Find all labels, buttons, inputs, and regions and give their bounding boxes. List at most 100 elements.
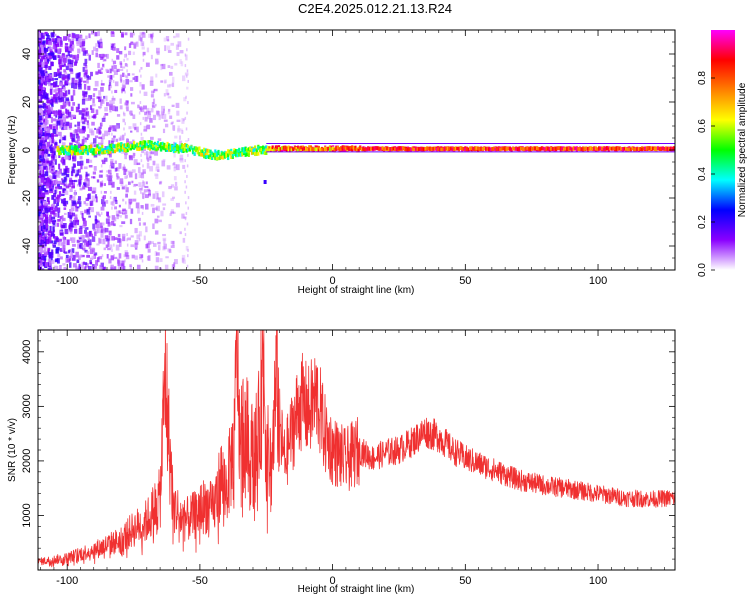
- spectrogram-noise-cell: [100, 206, 105, 211]
- spectrogram-noise-cell: [85, 107, 89, 111]
- colorbar-tick-label: 0.2: [697, 215, 708, 229]
- spectrogram-noise-cell: [65, 183, 69, 187]
- spectrogram-noise-cell: [61, 96, 65, 102]
- spectrogram-ridge-cell: [636, 147, 639, 151]
- spectrogram-streak-cell: [140, 132, 143, 136]
- spectrogram-noise-cell: [60, 242, 65, 246]
- spectrogram-noise-cell: [44, 207, 49, 214]
- spectrogram-ridge-cell: [351, 147, 354, 152]
- spectrogram-streak-cell: [125, 201, 127, 205]
- spectrogram-noise-cell: [39, 220, 44, 226]
- spectrogram-noise-cell: [38, 142, 43, 147]
- spectrogram-noise-cell: [42, 40, 46, 44]
- spectrogram-noise-cell: [174, 135, 178, 139]
- spectrogram-noise-cell: [88, 97, 91, 101]
- spectrogram-noise-cell: [65, 185, 70, 189]
- spectrogram-noise-cell: [70, 132, 73, 139]
- spectrogram-ridge-cell: [355, 147, 359, 152]
- spectrogram-ridge-cell: [373, 147, 376, 151]
- spectrogram-noise-cell: [71, 248, 75, 254]
- spectrogram-noise-cell: [176, 51, 180, 57]
- spectrogram-noise-cell: [81, 267, 85, 270]
- spectrogram-ridge-cell: [75, 145, 78, 149]
- spectrogram-noise-cell: [128, 198, 133, 204]
- spectrogram-ridge-cell: [83, 145, 86, 150]
- spectrogram-noise-cell: [124, 252, 129, 257]
- spectrogram-noise-cell: [41, 202, 44, 207]
- spectrogram-noise-cell: [42, 213, 46, 217]
- spectrogram-noise-cell: [78, 129, 83, 134]
- spectrogram-ridge-cell: [257, 146, 260, 150]
- spectrogram-ridge-cell: [185, 149, 188, 153]
- x-tick-label: 0: [330, 275, 336, 287]
- spectrogram-noise-cell: [146, 154, 149, 160]
- spectrogram-ridge-cell: [273, 148, 276, 153]
- spectrogram-noise-cell: [105, 68, 109, 72]
- spectrogram-noise-cell: [113, 223, 116, 227]
- spectrogram-noise-cell: [42, 139, 46, 145]
- spectrogram-noise-cell: [82, 224, 87, 229]
- spectrogram-noise-cell: [75, 106, 80, 113]
- spectrogram-ridge-cell: [287, 148, 290, 153]
- spectrogram-streak-cell: [110, 42, 113, 46]
- spectrogram-ridge-cell: [69, 149, 72, 154]
- spectrogram-noise-cell: [147, 110, 151, 115]
- spectrogram-noise-cell: [38, 31, 42, 38]
- spectrogram-noise-cell: [67, 250, 70, 254]
- spectrogram-ridge-cell: [365, 147, 368, 151]
- spectrogram-noise-cell: [55, 124, 58, 130]
- spectrogram-noise-cell: [137, 207, 140, 214]
- spectrogram-noise-cell: [179, 158, 184, 163]
- spectrogram-noise-cell: [163, 243, 167, 250]
- spectrogram-ridge-cell: [117, 143, 120, 148]
- spectrogram-ridge-cell: [338, 147, 341, 151]
- spectrogram-noise-cell: [38, 253, 41, 258]
- spectrogram-ridge-cell: [137, 144, 140, 148]
- spectrogram-noise-cell: [105, 95, 108, 102]
- spectrogram-streak-cell: [125, 106, 128, 110]
- spectrogram-noise-cell: [174, 258, 178, 265]
- spectrogram-ridge-cell: [153, 141, 156, 146]
- spectrogram-ridge-cell: [70, 151, 74, 156]
- spectrogram-noise-cell: [107, 169, 112, 174]
- spectrogram-noise-cell: [125, 75, 129, 79]
- spectrogram-noise-cell: [74, 189, 77, 196]
- spectrogram-noise-cell: [69, 209, 72, 213]
- spectrogram-noise-cell: [76, 40, 81, 46]
- spectrogram-noise-cell: [45, 145, 49, 152]
- spectrogram-noise-cell: [144, 111, 147, 116]
- spectrogram-noise-cell: [69, 142, 73, 147]
- spectrogram-noise-cell: [60, 105, 64, 109]
- spectrogram-ridge-cell: [263, 146, 266, 150]
- spectrogram-ridge-cell: [558, 146, 561, 150]
- spectrogram-noise-cell: [71, 166, 75, 172]
- spectrogram-noise-cell: [110, 220, 115, 226]
- spectrogram-noise-cell: [41, 192, 46, 199]
- spectrogram-ridge-cell: [451, 147, 454, 152]
- colorbar-tick-label: 0.0: [697, 263, 708, 277]
- spectrogram-noise-cell: [94, 265, 97, 269]
- spectrogram-noise-cell: [45, 149, 49, 155]
- spectrogram-ridge-cell: [427, 147, 430, 151]
- spectrogram-ridge-cell: [542, 147, 545, 151]
- spectrogram-ridge-cell: [521, 147, 524, 151]
- spectrogram-noise-cell: [71, 208, 74, 213]
- spectrogram-ridge-cell: [527, 147, 531, 152]
- spectrogram-noise-cell: [83, 201, 86, 205]
- spectrogram-noise-cell: [82, 90, 86, 96]
- spectrogram-ridge-cell: [548, 146, 551, 151]
- spectrogram-noise-cell: [47, 109, 51, 113]
- spectrogram-noise-cell: [150, 92, 155, 98]
- spectrogram-streak-cell: [124, 259, 126, 263]
- spectrogram-noise-cell: [167, 96, 172, 99]
- spectrogram-noise-cell: [125, 255, 130, 260]
- spectrogram-noise-cell: [91, 236, 96, 242]
- spectrogram-noise-cell: [59, 216, 63, 220]
- spectrogram-ridge-cell: [190, 146, 193, 150]
- spectrogram-noise-cell: [181, 75, 186, 82]
- spectrogram-noise-cell: [121, 260, 125, 267]
- spectrogram-noise-cell: [130, 101, 135, 105]
- spectrogram-noise-cell: [158, 114, 161, 121]
- spectrogram-ridge-cell: [257, 152, 260, 156]
- spectrogram-noise-cell: [56, 172, 61, 179]
